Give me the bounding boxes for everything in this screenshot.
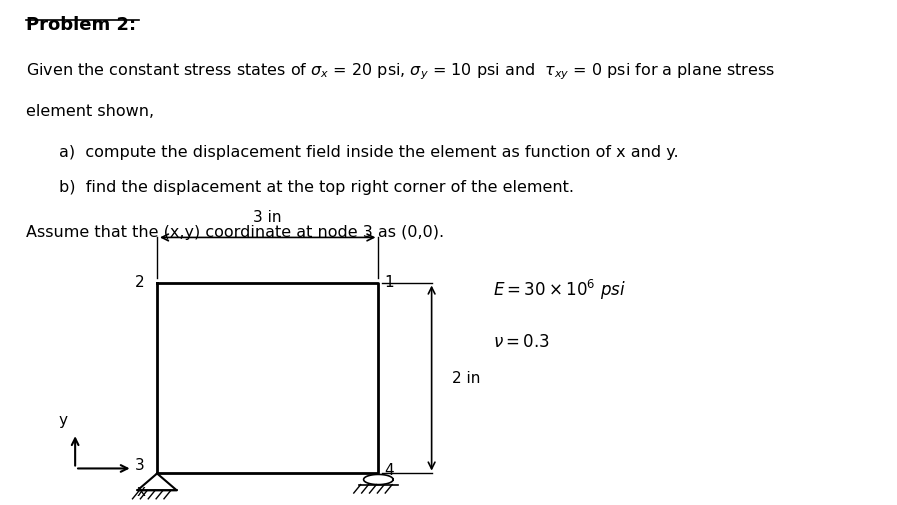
Text: Assume that the (x,y) coordinate at node 3 as (0,0).: Assume that the (x,y) coordinate at node…	[26, 225, 444, 240]
Text: 1: 1	[385, 275, 394, 290]
Text: 2 in: 2 in	[452, 371, 481, 385]
Text: Problem 2:: Problem 2:	[26, 17, 136, 34]
Text: Given the constant stress states of $\sigma_x$ = 20 psi, $\sigma_y$ = 10 psi and: Given the constant stress states of $\si…	[26, 62, 775, 82]
Text: 2: 2	[135, 275, 144, 290]
Text: $\nu = 0.3$: $\nu = 0.3$	[493, 333, 550, 351]
Text: element shown,: element shown,	[26, 105, 154, 119]
Text: 3 in: 3 in	[254, 210, 282, 225]
Text: $E = 30 \times 10^6\ psi$: $E = 30 \times 10^6\ psi$	[493, 278, 626, 301]
Text: y: y	[58, 413, 67, 428]
Text: 3: 3	[135, 459, 144, 474]
Text: a)  compute the displacement field inside the element as function of x and y.: a) compute the displacement field inside…	[58, 144, 678, 160]
Text: b)  find the displacement at the top right corner of the element.: b) find the displacement at the top righ…	[58, 180, 574, 195]
Text: x: x	[136, 483, 145, 498]
Text: 4: 4	[385, 464, 394, 478]
